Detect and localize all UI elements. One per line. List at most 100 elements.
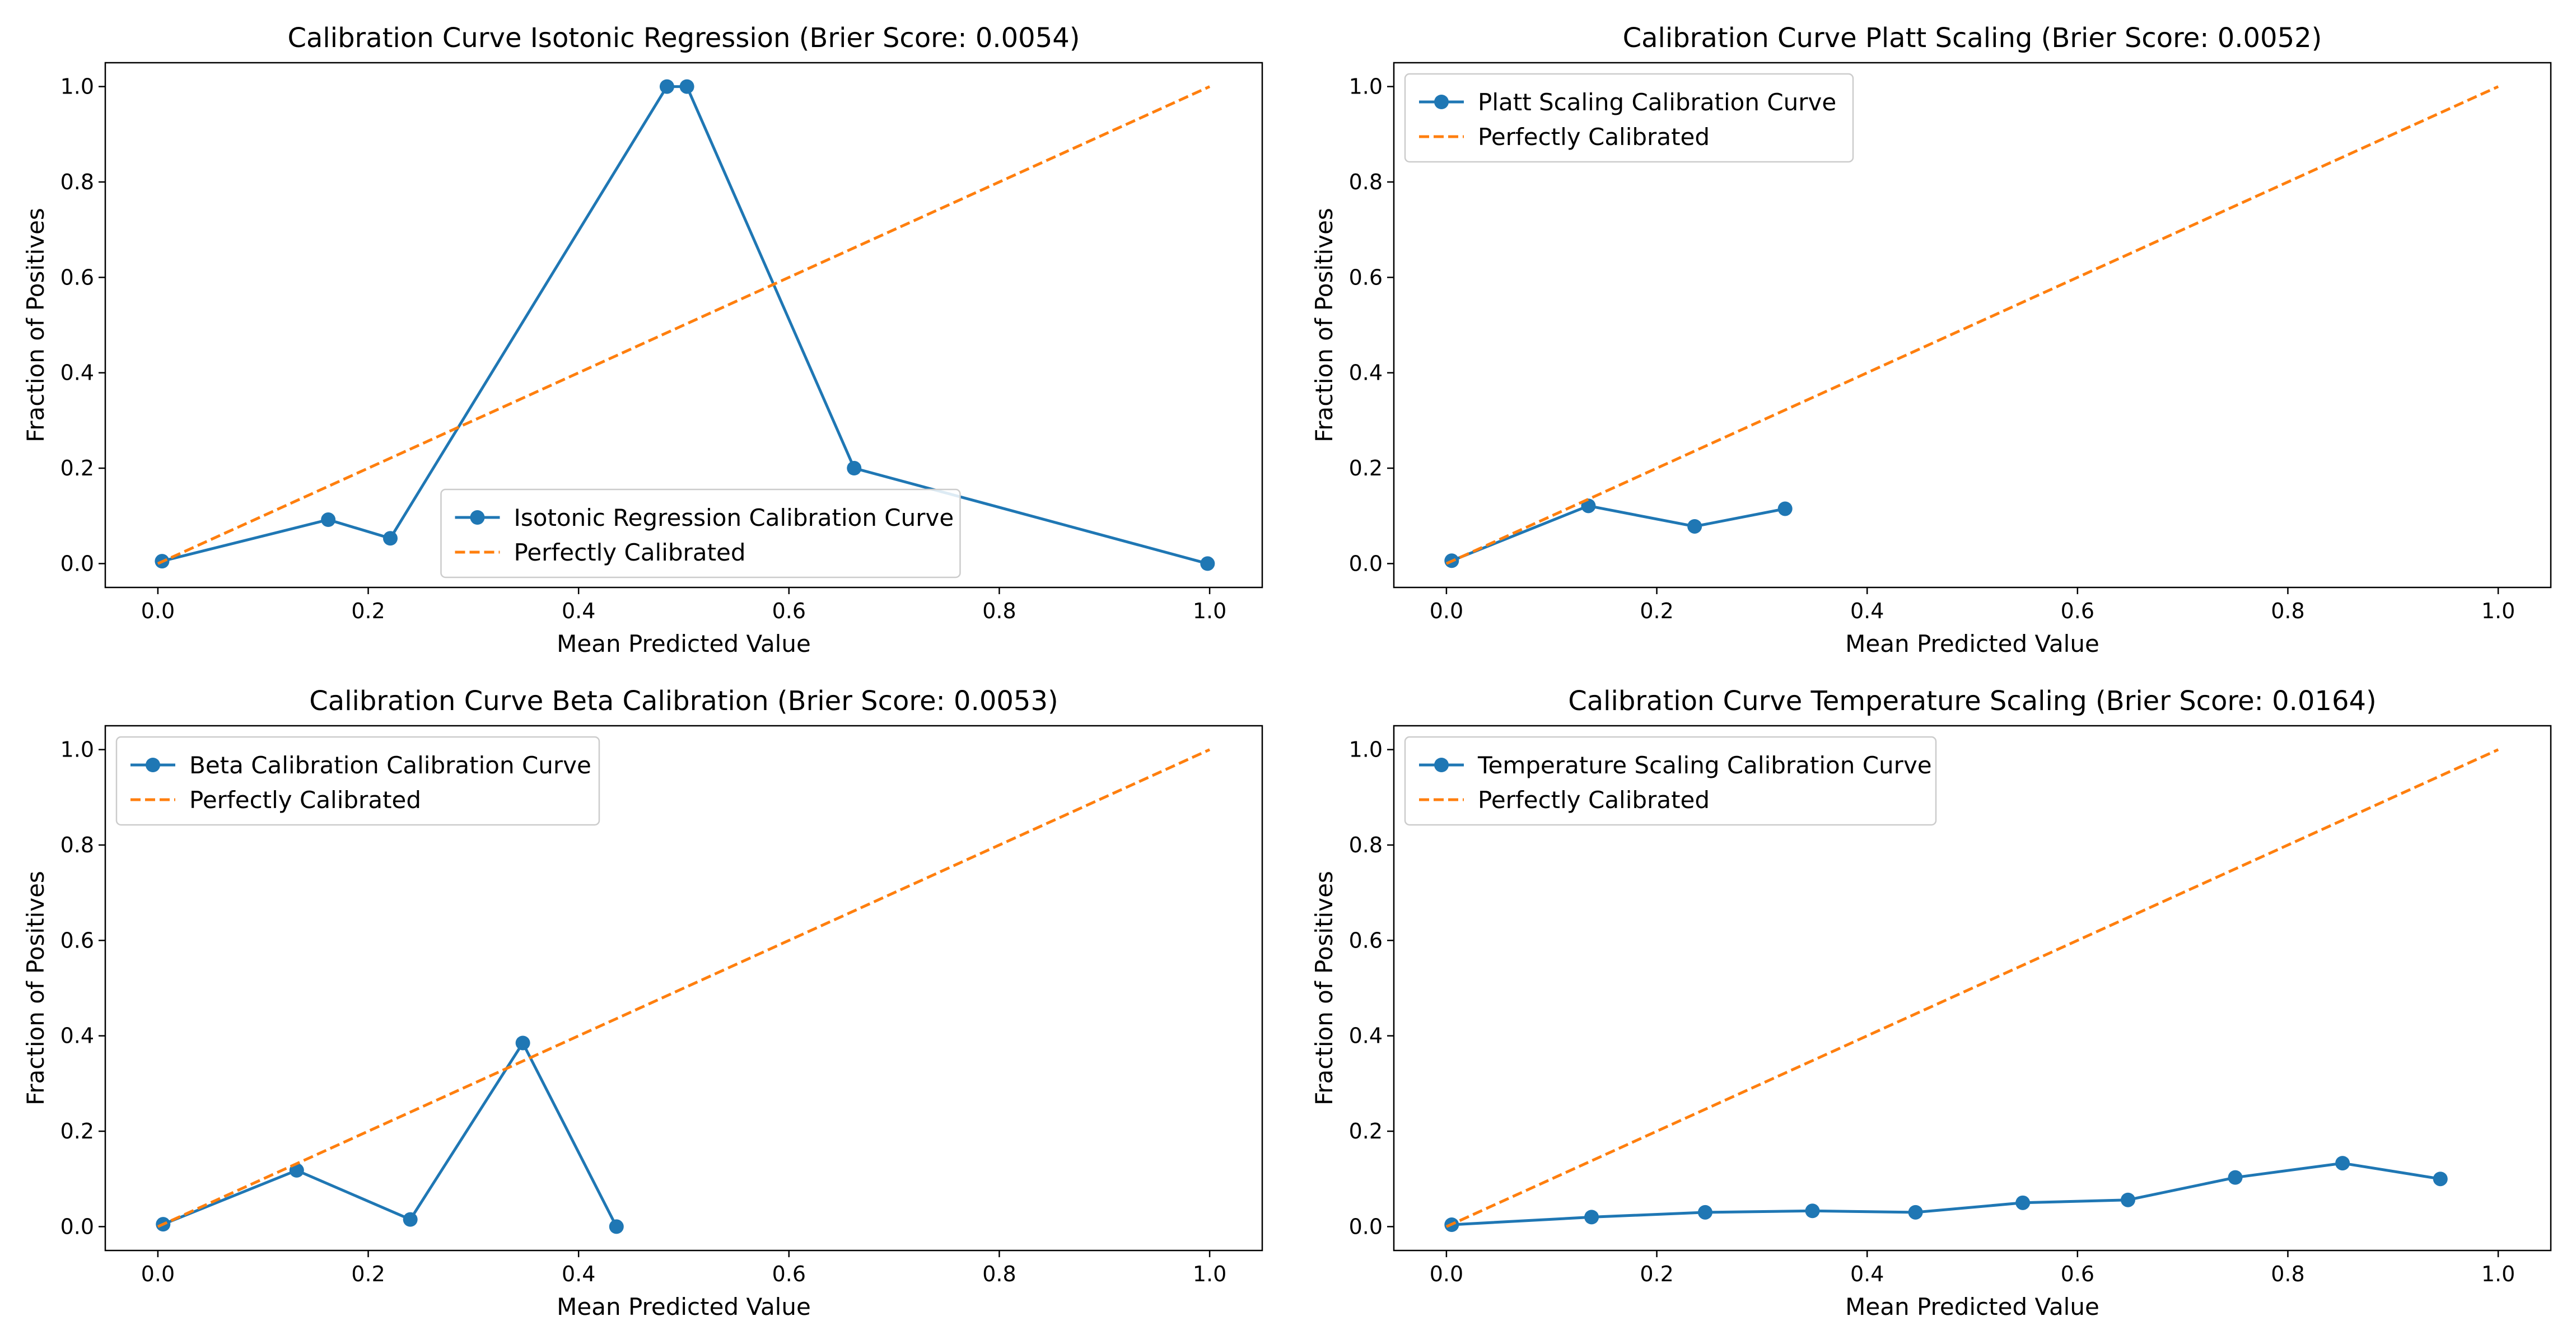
x-tick-label: 0.2	[351, 599, 385, 623]
y-tick-label: 1.0	[60, 738, 94, 762]
calibration-point	[609, 1219, 624, 1234]
x-tick-label: 0.0	[1430, 1262, 1463, 1286]
perfectly-calibrated-line	[157, 85, 1211, 565]
x-tick-label: 0.2	[351, 1262, 385, 1286]
chart-title: Calibration Curve Platt Scaling (Brier S…	[1623, 22, 2322, 54]
y-tick-label: 1.0	[1349, 738, 1383, 762]
y-tick-label: 0.4	[1349, 361, 1383, 385]
chart-panel-1: Calibration Curve Isotonic Regression (B…	[22, 22, 1263, 657]
x-axis-label: Mean Predicted Value	[1845, 1293, 2099, 1320]
y-tick-label: 0.4	[60, 361, 94, 385]
y-tick-label: 0.0	[1349, 1214, 1383, 1239]
legend-label: Perfectly Calibrated	[1478, 786, 1710, 814]
y-tick-label: 0.0	[1349, 551, 1383, 576]
x-tick-label: 0.8	[982, 1262, 1016, 1286]
y-axis-label: Fraction of Positives	[22, 871, 49, 1105]
legend-swatch-marker	[470, 510, 485, 525]
legend-label: Perfectly Calibrated	[1478, 123, 1710, 151]
legend-swatch-marker	[1434, 95, 1449, 109]
chart-panel-2: Calibration Curve Platt Scaling (Brier S…	[1310, 22, 2552, 657]
y-tick-label: 1.0	[1349, 74, 1383, 99]
legend: Isotonic Regression Calibration Curve Per…	[440, 488, 961, 578]
legend-label: Perfectly Calibrated	[189, 786, 421, 814]
x-tick-label: 0.8	[2271, 599, 2304, 623]
perfectly-calibrated-line	[1445, 85, 2499, 565]
calibration-point	[321, 512, 336, 528]
x-tick-label: 0.4	[562, 599, 595, 623]
x-tick-label: 0.8	[2271, 1262, 2304, 1286]
legend-swatch-marker	[146, 758, 160, 772]
calibration-point	[1697, 1205, 1712, 1220]
chart-title: Calibration Curve Beta Calibration (Brie…	[309, 685, 1058, 717]
legend-label: Beta Calibration Calibration Curve	[189, 752, 591, 779]
calibration-point	[403, 1212, 418, 1227]
x-tick-label: 0.6	[2061, 1262, 2094, 1286]
x-tick-label: 0.8	[982, 599, 1016, 623]
calibration-point	[847, 461, 862, 476]
chart-panel-4: Calibration Curve Temperature Scaling (B…	[1310, 685, 2552, 1320]
y-tick-label: 0.2	[60, 456, 94, 480]
y-tick-label: 0.6	[60, 265, 94, 290]
axes-frame	[104, 725, 1263, 1252]
legend: Platt Scaling Calibration Curve Perfectly…	[1404, 73, 1854, 163]
calibration-point	[2228, 1170, 2243, 1185]
y-axis-label: Fraction of Positives	[1310, 871, 1338, 1105]
calibration-curve-line	[1452, 1161, 2441, 1226]
calibration-point	[515, 1035, 530, 1051]
perfectly-calibrated-line	[157, 748, 1211, 1228]
legend-box	[1404, 73, 1854, 163]
x-tick-label: 0.6	[772, 599, 806, 623]
x-tick-label: 0.2	[1640, 1262, 1673, 1286]
x-tick-label: 0.4	[1850, 599, 1884, 623]
y-tick-label: 0.0	[60, 551, 94, 576]
axes-frame	[1393, 62, 2552, 589]
x-axis-label: Mean Predicted Value	[1845, 630, 2099, 657]
chart-title: Calibration Curve Isotonic Regression (B…	[287, 22, 1080, 54]
x-tick-label: 1.0	[2481, 599, 2515, 623]
y-tick-label: 0.4	[1349, 1024, 1383, 1048]
y-tick-label: 0.8	[60, 833, 94, 857]
x-tick-label: 1.0	[1193, 599, 1226, 623]
x-tick-label: 0.2	[1640, 599, 1673, 623]
calibration-point	[659, 79, 674, 94]
x-tick-label: 0.0	[141, 599, 175, 623]
chart-title: Calibration Curve Temperature Scaling (B…	[1568, 685, 2377, 717]
legend-label: Perfectly Calibrated	[514, 539, 746, 566]
y-axis-label: Fraction of Positives	[22, 208, 49, 442]
y-tick-label: 0.8	[1349, 170, 1383, 194]
y-tick-label: 0.6	[1349, 928, 1383, 953]
x-tick-label: 0.0	[1430, 599, 1463, 623]
legend: Beta Calibration Calibration Curve Perfec…	[115, 736, 600, 826]
calibration-curve-line	[162, 1040, 618, 1228]
y-tick-label: 1.0	[60, 74, 94, 99]
calibration-curve-line	[1451, 504, 1786, 562]
calibration-point	[1687, 519, 1702, 534]
calibration-point	[1777, 501, 1793, 516]
legend: Temperature Scaling Calibration Curve Per…	[1404, 736, 1937, 826]
legend-label: Temperature Scaling Calibration Curve	[1477, 752, 1932, 779]
x-tick-label: 0.4	[562, 1262, 595, 1286]
x-tick-label: 1.0	[1193, 1262, 1226, 1286]
legend-box	[1404, 736, 1937, 826]
legend-box	[115, 736, 600, 826]
x-tick-label: 0.0	[141, 1262, 175, 1286]
axes-frame	[1393, 725, 2552, 1252]
calibration-point	[1584, 1210, 1599, 1225]
y-tick-label: 0.6	[60, 928, 94, 953]
y-tick-label: 0.6	[1349, 265, 1383, 290]
calibration-point	[1200, 556, 1215, 571]
y-tick-label: 0.0	[60, 1214, 94, 1239]
x-axis-label: Mean Predicted Value	[557, 630, 811, 657]
legend-label: Platt Scaling Calibration Curve	[1478, 88, 1836, 116]
chart-panel-3: Calibration Curve Beta Calibration (Brie…	[22, 685, 1263, 1320]
calibration-point	[1805, 1203, 1820, 1219]
calibration-point	[382, 531, 398, 546]
calibration-point	[2335, 1156, 2350, 1171]
y-tick-label: 0.4	[60, 1024, 94, 1048]
calibration-point	[2015, 1195, 2031, 1210]
axes-frame	[104, 62, 1263, 589]
legend-swatch-marker	[1434, 758, 1449, 772]
y-tick-label: 0.8	[1349, 833, 1383, 857]
y-axis-label: Fraction of Positives	[1310, 208, 1338, 442]
y-tick-label: 0.8	[60, 170, 94, 194]
